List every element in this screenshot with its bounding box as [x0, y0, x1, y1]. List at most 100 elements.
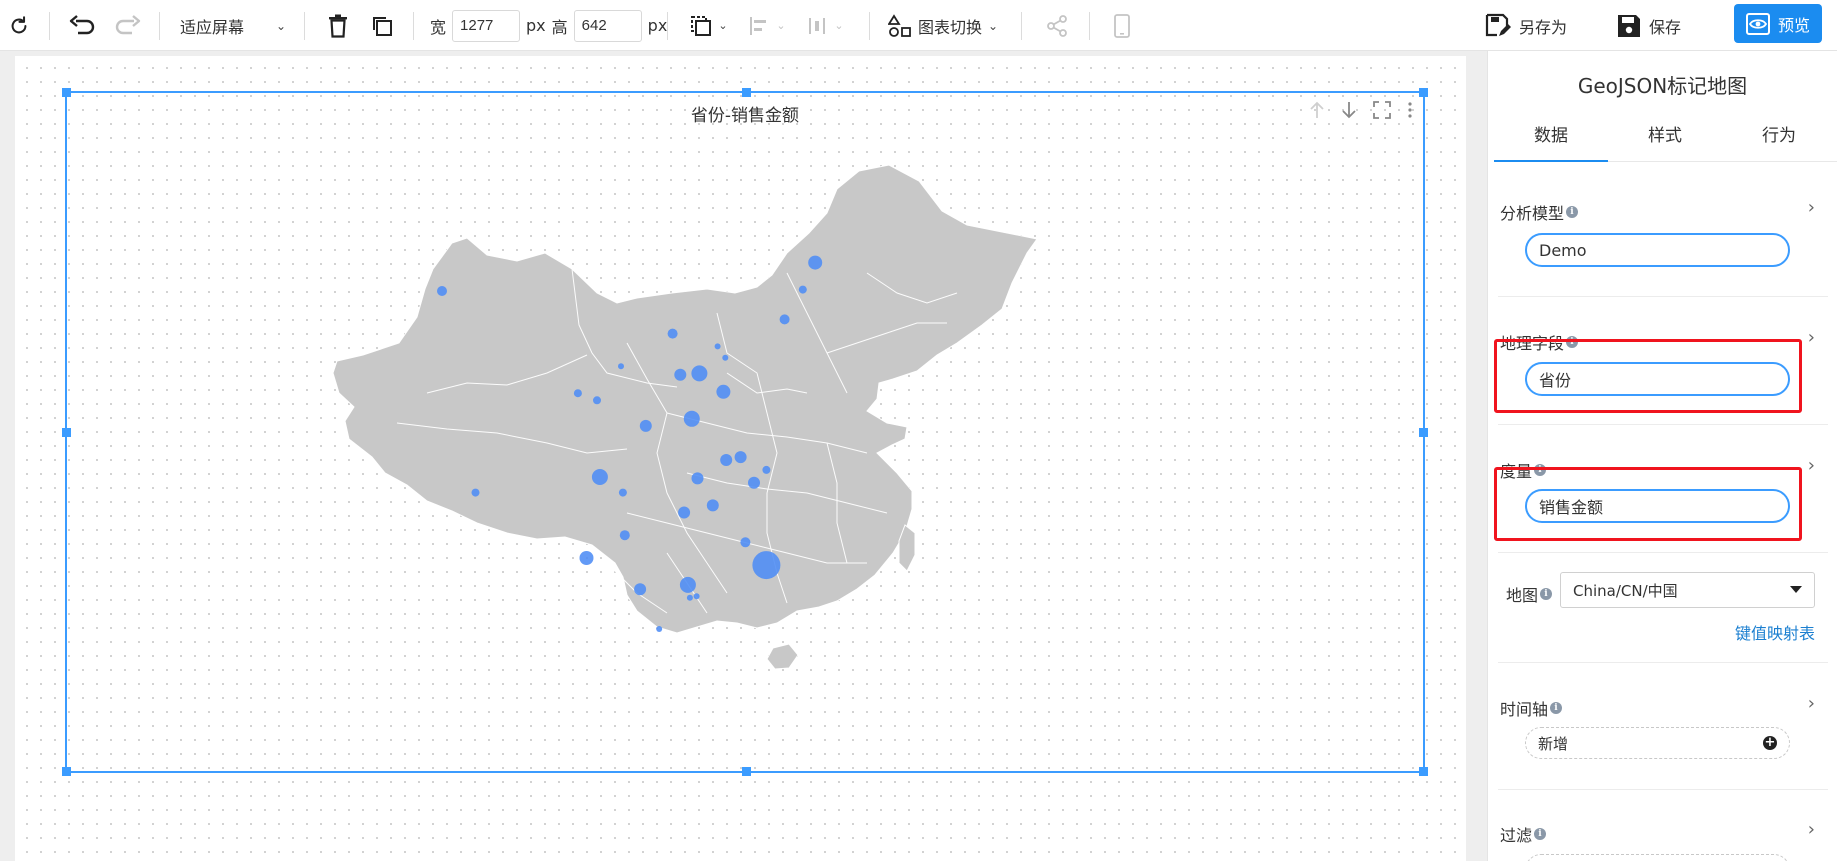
- map-bubble[interactable]: [656, 626, 663, 632]
- analysis-model-label: 分析模型: [1500, 204, 1565, 223]
- map-bubble[interactable]: [720, 454, 733, 466]
- map-bubble[interactable]: [579, 551, 594, 565]
- filter-add-button[interactable]: [1525, 854, 1790, 861]
- tab-style[interactable]: 样式: [1648, 126, 1682, 146]
- chevron-down-icon: ⌄: [718, 19, 728, 32]
- map-bubble[interactable]: [798, 285, 807, 294]
- workspace: 省份-销售金额: [0, 51, 1487, 861]
- copy-icon[interactable]: [370, 0, 394, 51]
- chart-switch-label: 图表切换: [918, 17, 983, 37]
- delete-icon[interactable]: [326, 0, 350, 51]
- map-bubble[interactable]: [667, 328, 678, 339]
- map-bubble[interactable]: [808, 255, 823, 270]
- map-bubble[interactable]: [762, 465, 771, 474]
- map-bubble[interactable]: [779, 314, 790, 325]
- map-bubble[interactable]: [722, 354, 729, 361]
- width-label: 宽: [430, 17, 447, 37]
- align-icon[interactable]: ⌄: [746, 0, 788, 51]
- map-select-value: China/CN/中国: [1573, 581, 1678, 600]
- map-bubble[interactable]: [678, 506, 691, 519]
- map-bubble[interactable]: [619, 530, 630, 541]
- map-bubble[interactable]: [674, 368, 687, 381]
- resize-handle-ne[interactable]: [1419, 88, 1428, 97]
- geo-field-pill[interactable]: 省份: [1525, 362, 1790, 396]
- map-bubble[interactable]: [714, 343, 721, 350]
- width-input[interactable]: 1277: [452, 9, 521, 42]
- share-icon[interactable]: [1046, 0, 1068, 51]
- plus-icon: +: [1763, 735, 1777, 750]
- divider: [1498, 296, 1828, 297]
- zoom-select[interactable]: 适应屏幕 ⌄: [170, 0, 290, 51]
- map-bubble[interactable]: [740, 537, 751, 548]
- save-as-button[interactable]: 另存为: [1485, 0, 1567, 51]
- distribute-icon[interactable]: ⌄: [804, 0, 846, 51]
- save-button[interactable]: 保存: [1617, 0, 1681, 51]
- undo-icon[interactable]: [68, 0, 96, 51]
- resize-handle-e[interactable]: [1419, 428, 1428, 437]
- resize-handle-s[interactable]: [742, 767, 751, 776]
- chart-title: 省份-销售金额: [690, 106, 800, 126]
- mobile-icon[interactable]: [1112, 0, 1132, 51]
- map-bubble[interactable]: [639, 419, 652, 432]
- resize-handle-nw[interactable]: [62, 88, 71, 97]
- toolbar: 适应屏幕 ⌄ 宽 1277 px 高 642 px ⌄ ⌄ ⌄ 图表切换 ⌄: [0, 0, 1837, 51]
- map-bubble[interactable]: [618, 488, 627, 497]
- map-bubble[interactable]: [716, 384, 731, 399]
- move-up-icon[interactable]: [1309, 101, 1325, 123]
- map-select[interactable]: China/CN/中国: [1560, 572, 1815, 608]
- map-bubble[interactable]: [686, 594, 693, 601]
- tab-behavior[interactable]: 行为: [1762, 126, 1796, 146]
- move-down-icon[interactable]: [1341, 101, 1357, 123]
- design-canvas[interactable]: 省份-销售金额: [15, 56, 1466, 861]
- map-bubble[interactable]: [683, 410, 700, 427]
- chevron-right-icon[interactable]: ›: [1807, 455, 1815, 476]
- chevron-down-icon: ⌄: [776, 19, 786, 32]
- measure-label: 度量: [1500, 462, 1533, 481]
- layer-icon[interactable]: ⌄: [688, 0, 730, 51]
- chevron-right-icon[interactable]: ›: [1807, 327, 1815, 348]
- map-bubble[interactable]: [748, 476, 760, 489]
- highlight-box: [1494, 467, 1802, 541]
- map-bubble[interactable]: [618, 363, 624, 370]
- map-bubble[interactable]: [573, 389, 582, 398]
- map-bubble[interactable]: [437, 286, 447, 296]
- chevron-right-icon[interactable]: ›: [1807, 197, 1815, 218]
- preview-button[interactable]: 预览: [1734, 4, 1822, 43]
- timeline-section: 时间轴 i: [1500, 696, 1563, 720]
- height-input[interactable]: 642: [573, 9, 642, 42]
- map-bubble[interactable]: [471, 488, 480, 497]
- chevron-right-icon[interactable]: ›: [1807, 819, 1815, 840]
- tab-data[interactable]: 数据: [1494, 116, 1608, 162]
- chart-switch-button[interactable]: 图表切换 ⌄: [888, 0, 998, 51]
- map-widget[interactable]: 省份-销售金额: [62, 88, 1428, 776]
- measure-pill[interactable]: 销售金额: [1525, 489, 1790, 523]
- refresh-icon[interactable]: [8, 0, 30, 51]
- china-map: [332, 164, 1038, 670]
- key-map-link[interactable]: 键值映射表: [1734, 624, 1815, 643]
- preview-label: 预览: [1777, 15, 1810, 35]
- info-icon: i: [1534, 828, 1547, 840]
- resize-handle-w[interactable]: [62, 428, 71, 437]
- map-bubble[interactable]: [679, 576, 696, 593]
- map-bubble[interactable]: [691, 365, 708, 382]
- fullscreen-icon[interactable]: [1373, 101, 1391, 123]
- resize-handle-sw[interactable]: [62, 767, 71, 776]
- redo-icon[interactable]: [114, 0, 142, 51]
- zoom-label: 适应屏幕: [180, 17, 245, 37]
- map-bubble[interactable]: [693, 593, 700, 600]
- map-bubble[interactable]: [706, 499, 719, 512]
- more-icon[interactable]: [1407, 101, 1413, 123]
- resize-handle-n[interactable]: [742, 88, 751, 97]
- panel-title: GeoJSON标记地图: [1577, 74, 1748, 98]
- map-bubble[interactable]: [591, 469, 608, 485]
- map-bubble[interactable]: [634, 583, 647, 596]
- map-bubble[interactable]: [593, 396, 601, 405]
- timeline-add-button[interactable]: 新增 +: [1525, 727, 1790, 759]
- analysis-model-field[interactable]: Demo: [1525, 233, 1790, 267]
- map-bubble[interactable]: [691, 472, 704, 485]
- preview-icon: [1745, 12, 1770, 35]
- map-bubble[interactable]: [734, 451, 747, 464]
- map-bubble[interactable]: [752, 551, 781, 580]
- resize-handle-se[interactable]: [1419, 767, 1428, 776]
- chevron-right-icon[interactable]: ›: [1807, 693, 1815, 714]
